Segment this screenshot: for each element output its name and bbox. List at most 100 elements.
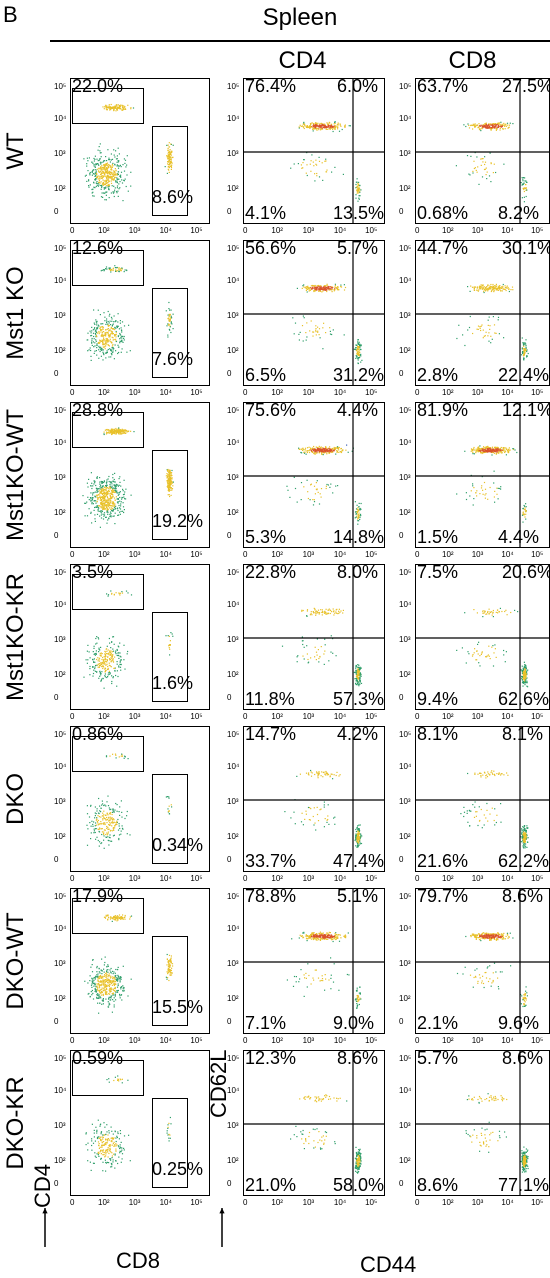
y-tick-label: 0 <box>399 694 403 702</box>
cd4-gate-percent: 12.6% <box>72 239 123 257</box>
y-tick-label: 10² <box>399 833 411 841</box>
cd4-upper-right-percent: 4.4% <box>337 401 378 419</box>
y-tick-label: 10³ <box>227 960 239 968</box>
x-tick-label: 10⁵ <box>531 1199 543 1207</box>
cd4-upper-left-percent: 75.6% <box>245 401 296 419</box>
x-tick-label: 10³ <box>303 875 315 883</box>
y-tick-label: 10³ <box>54 312 66 320</box>
cd4-gate-percent: 3.5% <box>72 563 113 581</box>
y-tick-label: 10⁴ <box>227 115 239 123</box>
y-tick-label: 10² <box>399 347 411 355</box>
x-tick-label: 10² <box>442 551 454 559</box>
y-tick-label: 10² <box>54 509 66 517</box>
cd4-lower-left-percent: 6.5% <box>245 366 286 384</box>
x-tick-label: 10² <box>271 551 283 559</box>
x-tick-label: 10⁵ <box>365 1199 377 1207</box>
y-tick-label: 0 <box>227 694 231 702</box>
cd4-upper-left-percent: 22.8% <box>245 563 296 581</box>
cd4-upper-left-percent: 76.4% <box>245 77 296 95</box>
x-tick-label: 10⁴ <box>501 713 513 721</box>
y-tick-label: 10⁵ <box>54 245 66 253</box>
y-tick-label: 10⁴ <box>399 115 411 123</box>
x-tick-label: 10⁵ <box>531 713 543 721</box>
x-tick-label: 10³ <box>303 1199 315 1207</box>
y-tick-label: 10² <box>399 185 411 193</box>
y-tick-label: 0 <box>54 856 58 864</box>
y-tick-label: 10⁴ <box>399 763 411 771</box>
x-tick-label: 10⁵ <box>365 1037 377 1045</box>
y-tick-label: 10³ <box>54 636 66 644</box>
cd8-lower-left-percent: 9.4% <box>417 690 458 708</box>
cd4-upper-right-percent: 5.1% <box>337 887 378 905</box>
y-tick-label: 0 <box>54 208 58 216</box>
x-tick-label: 10⁴ <box>334 1037 346 1045</box>
y-tick-label: 10⁴ <box>399 439 411 447</box>
y-tick-label: 10⁴ <box>399 925 411 933</box>
cd8-gate-percent: 1.6% <box>152 674 193 692</box>
x-tick-label: 10⁵ <box>531 389 543 397</box>
x-tick-label: 10⁵ <box>365 227 377 235</box>
cd4-lower-left-percent: 33.7% <box>245 852 296 870</box>
x-tick-label: 10² <box>271 1199 283 1207</box>
x-tick-label: 10³ <box>303 1037 315 1045</box>
x-tick-label: 10⁴ <box>160 1037 172 1045</box>
cd4-gate-percent: 17.9% <box>72 887 123 905</box>
y-tick-label: 10⁵ <box>227 245 239 253</box>
cd8-gate-percent: 0.25% <box>152 1160 203 1178</box>
x-tick-label: 10⁵ <box>365 713 377 721</box>
y-tick-label: 10² <box>54 671 66 679</box>
y-tick-label: 10⁴ <box>399 277 411 285</box>
x-tick-label: 10⁴ <box>160 227 172 235</box>
x-tick-label: 10² <box>271 713 283 721</box>
y-tick-label: 0 <box>54 370 58 378</box>
x-tick-label: 0 <box>70 551 74 559</box>
x-tick-label: 10² <box>98 1199 110 1207</box>
cd8-lower-right-percent: 8.2% <box>498 204 539 222</box>
y-tick-label: 0 <box>399 1180 403 1188</box>
x-tick-label: 10² <box>442 1037 454 1045</box>
y-tick-label: 10² <box>54 833 66 841</box>
y-tick-label: 0 <box>399 1018 403 1026</box>
gate-y-axis-label: CD4 <box>30 1164 56 1208</box>
x-tick-label: 10² <box>98 551 110 559</box>
y-tick-label: 10⁵ <box>54 1055 66 1063</box>
y-tick-label: 10⁴ <box>54 1087 66 1095</box>
x-tick-label: 0 <box>415 875 419 883</box>
cd4-gate-percent: 0.86% <box>72 725 123 743</box>
cd8-upper-left-percent: 8.1% <box>417 725 458 743</box>
y-tick-label: 10³ <box>227 1122 239 1130</box>
x-tick-label: 10³ <box>303 713 315 721</box>
x-tick-label: 10⁴ <box>334 1199 346 1207</box>
y-tick-label: 10⁵ <box>54 407 66 415</box>
y-tick-label: 10² <box>227 509 239 517</box>
x-tick-label: 10² <box>442 1199 454 1207</box>
x-tick-label: 0 <box>243 227 247 235</box>
y-tick-label: 10² <box>227 833 239 841</box>
cd8-upper-right-percent: 12.1% <box>502 401 550 419</box>
y-tick-label: 10³ <box>54 150 66 158</box>
y-tick-label: 10² <box>399 995 411 1003</box>
cd8-lower-right-percent: 77.1% <box>498 1176 549 1194</box>
x-tick-label: 10³ <box>472 1199 484 1207</box>
cd8-upper-right-percent: 30.1% <box>502 239 550 257</box>
x-tick-label: 10⁴ <box>501 551 513 559</box>
cd4-lower-right-percent: 57.3% <box>333 690 384 708</box>
x-tick-label: 10² <box>98 227 110 235</box>
x-tick-label: 10² <box>98 389 110 397</box>
cd8-upper-left-percent: 7.5% <box>417 563 458 581</box>
cd4-upper-left-percent: 78.8% <box>245 887 296 905</box>
tissue-header: Spleen <box>50 4 550 32</box>
y-tick-label: 0 <box>227 370 231 378</box>
x-tick-label: 10⁵ <box>190 713 202 721</box>
y-tick-label: 10³ <box>54 474 66 482</box>
y-tick-label: 0 <box>399 856 403 864</box>
cd4-upper-right-percent: 8.0% <box>337 563 378 581</box>
x-tick-label: 10³ <box>472 389 484 397</box>
x-tick-label: 0 <box>415 1037 419 1045</box>
cd8-lower-right-percent: 62.2% <box>498 852 549 870</box>
y-tick-label: 10⁴ <box>54 925 66 933</box>
y-tick-label: 10³ <box>399 798 411 806</box>
y-tick-label: 10² <box>227 185 239 193</box>
gate-x-axis-label: CD8 <box>116 1248 160 1274</box>
col-header-cd4: CD4 <box>230 47 375 75</box>
